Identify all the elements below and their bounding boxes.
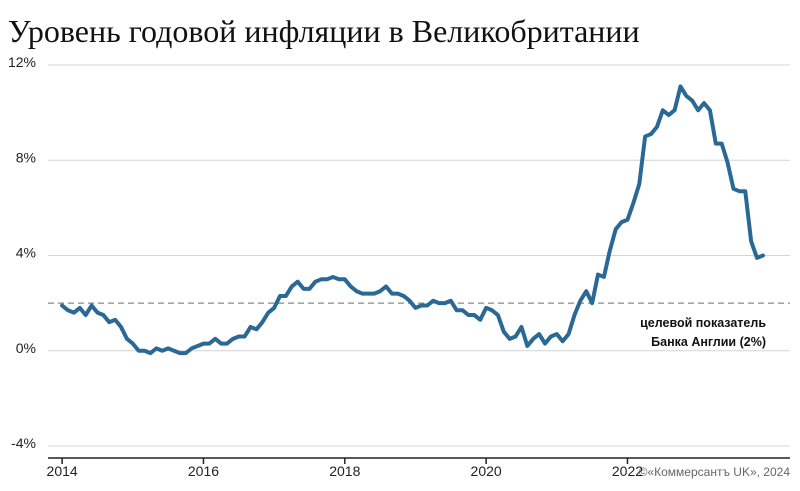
reference-label: целевой показатель [640,316,766,330]
source: ©«Коммерсантъ UK», 2024 [639,465,791,479]
reference-label: Банка Англии (2%) [651,335,766,349]
x-tick-label: 2022 [612,463,643,479]
x-tick-label: 2014 [47,463,78,479]
chart-title: Уровень годовой инфляции в Великобритани… [8,13,640,49]
line-series [60,84,765,356]
y-tick-label: -4% [11,435,36,451]
y-tick-label: 12% [8,54,36,70]
y-tick-label: 0% [16,340,36,356]
x-tick-label: 2020 [471,463,502,479]
x-tick-label: 2016 [188,463,219,479]
x-tick-label: 2018 [329,463,360,479]
y-tick-label: 4% [16,245,36,261]
y-tick-label: 8% [16,149,36,165]
